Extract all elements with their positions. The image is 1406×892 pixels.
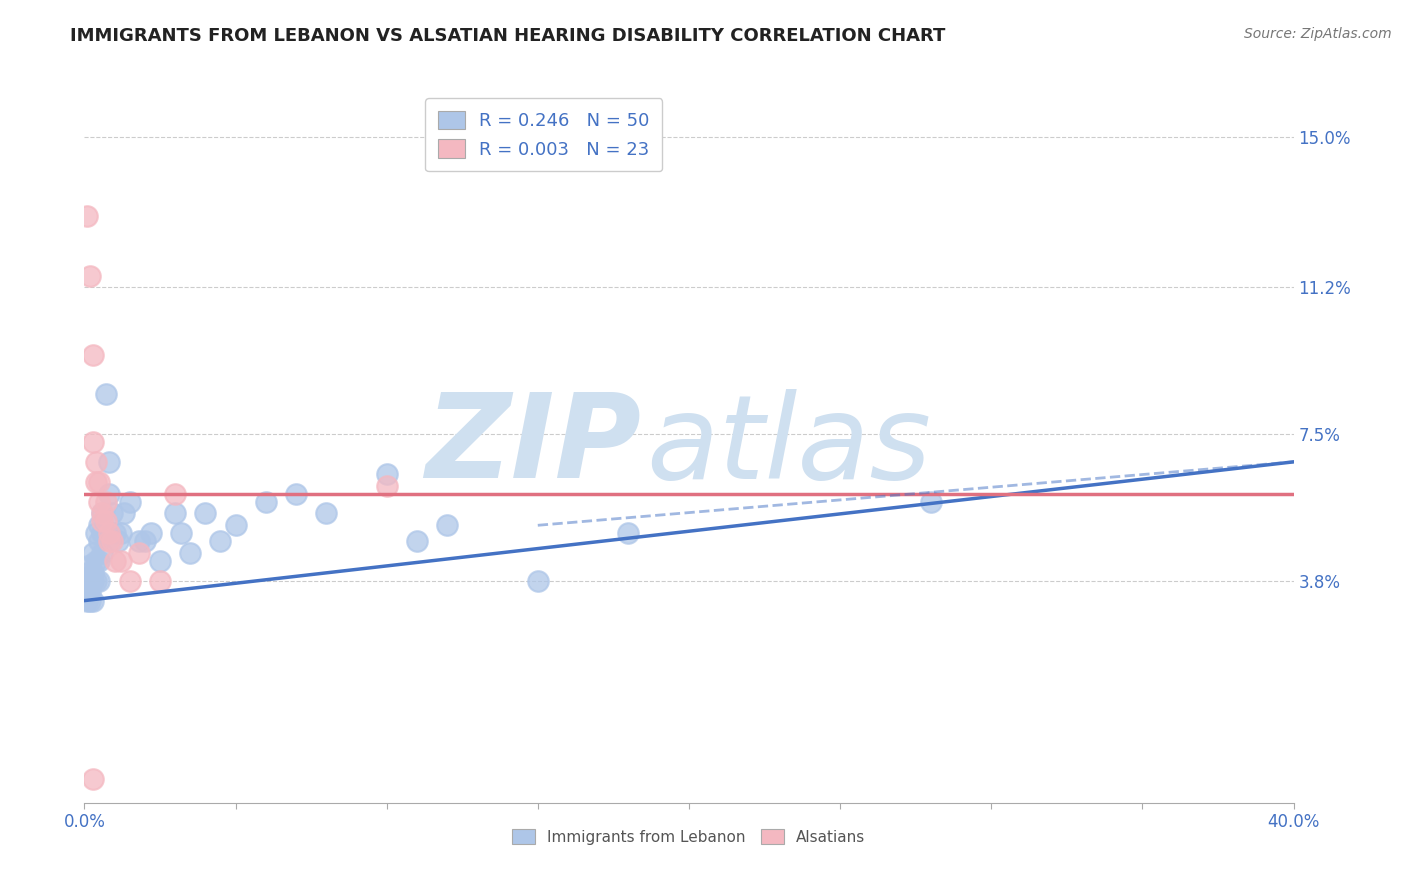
Point	[86, 554, 108, 568]
Point	[76, 574, 98, 588]
Point	[89, 554, 111, 568]
Point	[94, 514, 117, 528]
Point	[97, 455, 120, 469]
Point	[406, 534, 429, 549]
Point	[82, 348, 104, 362]
Point	[82, 566, 104, 580]
Point	[91, 507, 114, 521]
Point	[139, 526, 162, 541]
Point	[89, 494, 111, 508]
Point	[179, 546, 201, 560]
Point	[89, 475, 111, 489]
Text: IMMIGRANTS FROM LEBANON VS ALSATIAN HEARING DISABILITY CORRELATION CHART: IMMIGRANTS FROM LEBANON VS ALSATIAN HEAR…	[70, 27, 946, 45]
Point	[100, 534, 122, 549]
Point	[91, 526, 114, 541]
Point	[89, 534, 111, 549]
Point	[209, 534, 232, 549]
Point	[91, 507, 114, 521]
Point	[149, 574, 172, 588]
Point	[89, 574, 111, 588]
Point	[104, 526, 127, 541]
Point	[107, 534, 129, 549]
Point	[89, 518, 111, 533]
Point	[375, 478, 398, 492]
Text: Source: ZipAtlas.com: Source: ZipAtlas.com	[1244, 27, 1392, 41]
Point	[86, 455, 108, 469]
Point	[110, 554, 132, 568]
Point	[165, 486, 187, 500]
Point	[118, 494, 141, 508]
Point	[76, 566, 98, 580]
Point	[104, 554, 127, 568]
Point	[82, 435, 104, 450]
Text: atlas: atlas	[647, 389, 932, 503]
Point	[100, 507, 122, 521]
Point	[76, 209, 98, 223]
Point	[86, 574, 108, 588]
Point	[285, 486, 308, 500]
Point	[94, 387, 117, 401]
Point	[134, 534, 156, 549]
Point	[76, 585, 98, 599]
Point	[112, 507, 135, 521]
Point	[97, 526, 120, 541]
Point	[97, 534, 120, 549]
Point	[79, 593, 101, 607]
Point	[79, 268, 101, 283]
Point	[194, 507, 217, 521]
Point	[79, 558, 101, 572]
Point	[97, 486, 120, 500]
Point	[128, 546, 150, 560]
Point	[165, 507, 187, 521]
Point	[86, 526, 108, 541]
Text: ZIP: ZIP	[425, 389, 641, 503]
Point	[82, 546, 104, 560]
Point	[76, 593, 98, 607]
Point	[91, 546, 114, 560]
Point	[79, 585, 101, 599]
Point	[436, 518, 458, 533]
Point	[118, 574, 141, 588]
Point	[149, 554, 172, 568]
Point	[94, 494, 117, 508]
Point	[86, 475, 108, 489]
Point	[82, 574, 104, 588]
Point	[82, 772, 104, 786]
Point	[91, 514, 114, 528]
Point	[315, 507, 337, 521]
Point	[170, 526, 193, 541]
Point	[617, 526, 640, 541]
Point	[82, 593, 104, 607]
Point	[110, 526, 132, 541]
Point	[527, 574, 550, 588]
Point	[225, 518, 247, 533]
Point	[920, 494, 942, 508]
Point	[254, 494, 277, 508]
Point	[375, 467, 398, 481]
Legend: Immigrants from Lebanon, Alsatians: Immigrants from Lebanon, Alsatians	[505, 822, 873, 852]
Point	[79, 574, 101, 588]
Point	[128, 534, 150, 549]
